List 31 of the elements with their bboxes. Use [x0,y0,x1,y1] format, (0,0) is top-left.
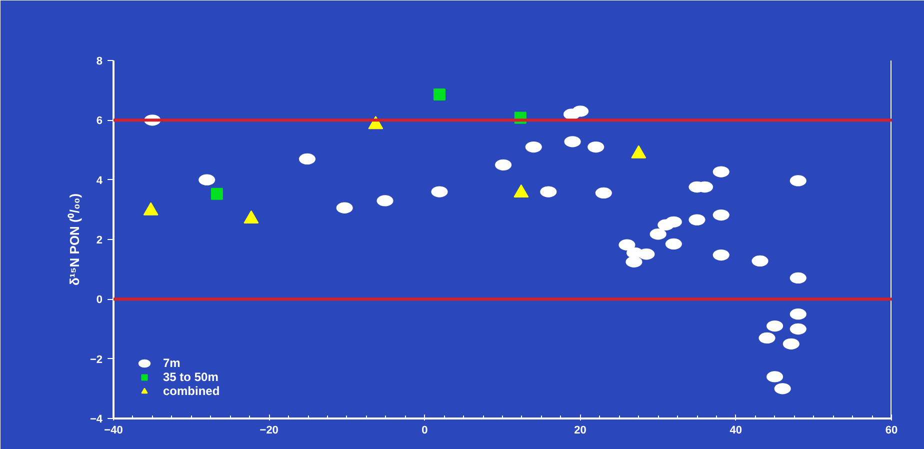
legend-label: 7m [163,356,182,370]
y-tick-label: 8 [96,56,103,68]
x-tick-label: 20 [574,424,586,436]
point [210,188,223,200]
point [712,209,730,221]
y-tick-label: −2 [90,354,103,366]
point [766,320,784,332]
y-tick-label: 0 [96,294,103,306]
point [790,272,806,284]
point [790,323,806,335]
point [433,88,446,101]
point [525,141,542,153]
point [588,141,604,153]
point [298,153,316,165]
legend-label: 35 to 50m [163,370,218,384]
point [758,332,776,344]
x-tick-label: 0 [422,424,428,436]
y-tick-label: 2 [96,234,103,246]
legend-label: combined [163,384,220,398]
y-tick-label: −4 [90,414,104,426]
x-tick-label: 60 [885,424,898,436]
y-axis-title: δ¹⁵N PON (⁰/₀₀) [66,193,82,286]
point [595,187,612,199]
point [752,255,768,267]
x-tick-label: −40 [104,424,123,436]
point [665,238,682,250]
y-tick-label: 4 [96,174,104,187]
x-tick-label: 40 [730,424,742,436]
x-tick-label: −20 [260,424,278,436]
point [712,249,730,261]
y-tick-label: 6 [96,115,103,128]
